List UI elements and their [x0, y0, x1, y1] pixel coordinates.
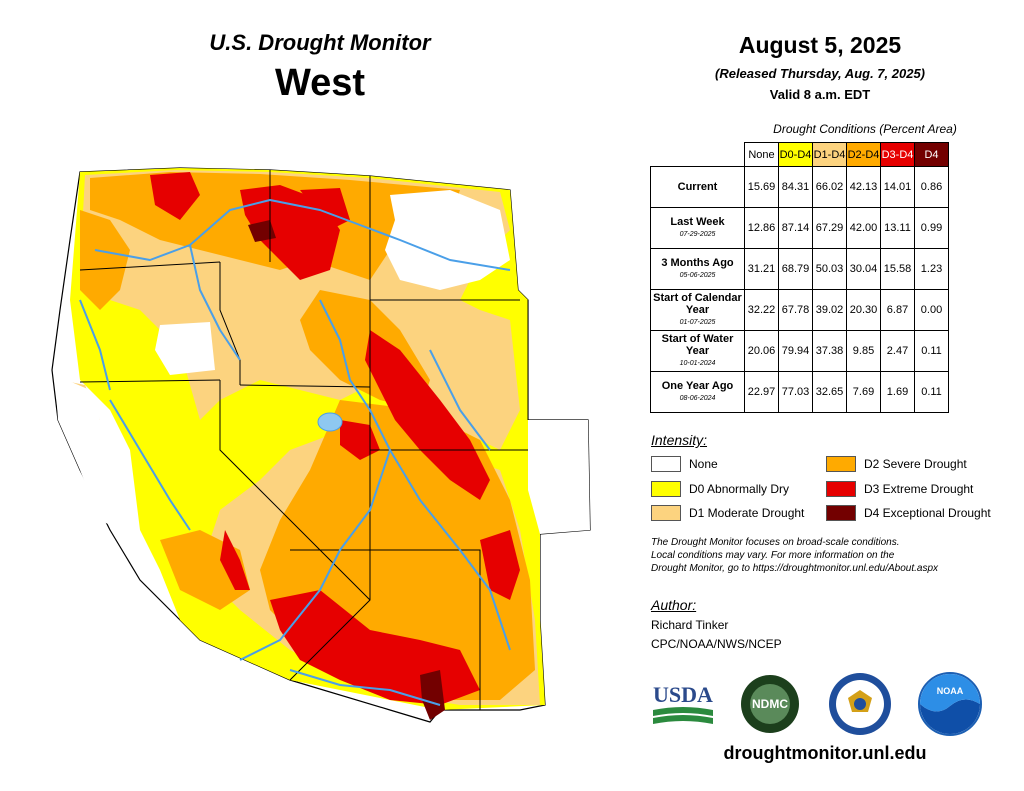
- table-row: One Year Ago 08-06-2024 22.97 77.03 32.65 7.6…: [650, 371, 949, 413]
- table-cell: 22.97: [744, 371, 779, 413]
- noaa-logo: NOAA: [918, 672, 982, 736]
- d3-areas: [150, 172, 520, 705]
- table-cell: 77.03: [778, 371, 813, 413]
- legend-swatch: [651, 505, 681, 521]
- svg-text:USDA: USDA: [653, 682, 713, 707]
- legend-swatch: [826, 505, 856, 521]
- doc-seal-logo: [829, 673, 891, 735]
- table-cell: 30.04: [846, 248, 881, 290]
- legend-item-d4: D4 Exceptional Drought: [826, 505, 991, 521]
- state-borders: [79, 170, 529, 710]
- legend-swatch: [651, 481, 681, 497]
- table-row: Start of Calendar Year 01-07-2025 32.22 67.…: [650, 289, 949, 331]
- release-date: (Released Thursday, Aug. 7, 2025): [715, 66, 925, 81]
- row-label: Start of Calendar Year 01-07-2025: [650, 289, 745, 331]
- table-row: 3 Months Ago 05-06-2025 31.21 68.79 50.03 30.…: [650, 248, 949, 290]
- table-cell: 1.23: [914, 248, 949, 290]
- great-salt-lake: [317, 412, 343, 432]
- table-cell: 67.29: [812, 207, 847, 249]
- region-title: West: [274, 62, 366, 104]
- table-cell: 15.69: [744, 166, 779, 208]
- column-header: D2-D4: [846, 142, 881, 167]
- row-label: 3 Months Ago 05-06-2025: [650, 248, 745, 290]
- table-cell: 84.31: [778, 166, 813, 208]
- table-row: Start of Water Year 10-01-2024 20.06 79.94 3…: [650, 330, 949, 372]
- table-cell: 13.11: [880, 207, 915, 249]
- table-cell: 79.94: [778, 330, 813, 372]
- table-cell: 20.30: [846, 289, 881, 331]
- column-header: None: [744, 142, 779, 167]
- author-heading: Author:: [651, 597, 697, 613]
- legend-swatch: [651, 456, 681, 472]
- drought-conditions-table: None D0-D4 D1-D4 D2-D4 D3-D4 D4 Current 15.69 84…: [650, 142, 949, 413]
- d4-areas: [248, 220, 445, 720]
- table-row: Last Week 07-29-2025 12.86 87.14 67.29 42.00 1…: [650, 207, 949, 249]
- table-cell: 0.11: [914, 330, 949, 372]
- author-org: CPC/NOAA/NWS/NCEP: [651, 637, 782, 651]
- table-cell: 1.69: [880, 371, 915, 413]
- column-header: D1-D4: [812, 142, 847, 167]
- table-cell: 42.00: [846, 207, 881, 249]
- usda-logo: USDA: [653, 682, 713, 724]
- table-cell: 14.01: [880, 166, 915, 208]
- table-cell: 20.06: [744, 330, 779, 372]
- table-cell: 2.47: [880, 330, 915, 372]
- table-cell: 37.38: [812, 330, 847, 372]
- table-cell: 7.69: [846, 371, 881, 413]
- author-name: Richard Tinker: [651, 618, 729, 632]
- table-cell: 50.03: [812, 248, 847, 290]
- valid-time: Valid 8 a.m. EDT: [769, 87, 871, 102]
- column-header: D4: [914, 142, 949, 167]
- table-cell: 0.00: [914, 289, 949, 331]
- legend-item-d2: D2 Severe Drought: [826, 456, 967, 472]
- row-label: One Year Ago 08-06-2024: [650, 371, 745, 413]
- table-cell: 32.22: [744, 289, 779, 331]
- table-cell: 0.86: [914, 166, 949, 208]
- row-label: Start of Water Year 10-01-2024: [650, 330, 745, 372]
- svg-text:NDMC: NDMC: [752, 697, 788, 711]
- table-caption: Drought Conditions (Percent Area): [773, 122, 957, 136]
- ndmc-logo: NDMC: [741, 675, 799, 733]
- rivers: [79, 199, 511, 706]
- legend-item-d1: D1 Moderate Drought: [651, 505, 804, 521]
- table-cell: 0.99: [914, 207, 949, 249]
- table-cell: 87.14: [778, 207, 813, 249]
- table-cell: 0.11: [914, 371, 949, 413]
- table-cell: 67.78: [778, 289, 813, 331]
- svg-text:NOAA: NOAA: [937, 686, 964, 696]
- legend-swatch: [826, 456, 856, 472]
- drought-map: [51, 167, 591, 723]
- map-date: August 5, 2025: [738, 32, 902, 58]
- legend-item-none: None: [651, 456, 718, 472]
- table-cell: 12.86: [744, 207, 779, 249]
- legend-item-d0: D0 Abnormally Dry: [651, 481, 789, 497]
- row-label: Last Week 07-29-2025: [650, 207, 745, 249]
- legend-item-d3: D3 Extreme Drought: [826, 481, 973, 497]
- table-cell: 15.58: [880, 248, 915, 290]
- monitor-title: U.S. Drought Monitor: [209, 30, 431, 55]
- table-cell: 6.87: [880, 289, 915, 331]
- column-header: D3-D4: [880, 142, 915, 167]
- intensity-heading: Intensity:: [651, 432, 708, 448]
- table-cell: 39.02: [812, 289, 847, 331]
- legend-swatch: [826, 481, 856, 497]
- table-cell: 32.65: [812, 371, 847, 413]
- column-header: D0-D4: [778, 142, 813, 167]
- table-cell: 42.13: [846, 166, 881, 208]
- row-label: Current: [650, 166, 745, 208]
- table-cell: 9.85: [846, 330, 881, 372]
- table-cell: 68.79: [778, 248, 813, 290]
- table-cell: 31.21: [744, 248, 779, 290]
- website-url: droughtmonitor.unl.edu: [723, 743, 927, 763]
- table-row: Current 15.69 84.31 66.02 42.13 14.01 0.86: [650, 166, 949, 208]
- table-cell: 66.02: [812, 166, 847, 208]
- disclaimer-note: The Drought Monitor focuses on broad-sca…: [651, 537, 939, 574]
